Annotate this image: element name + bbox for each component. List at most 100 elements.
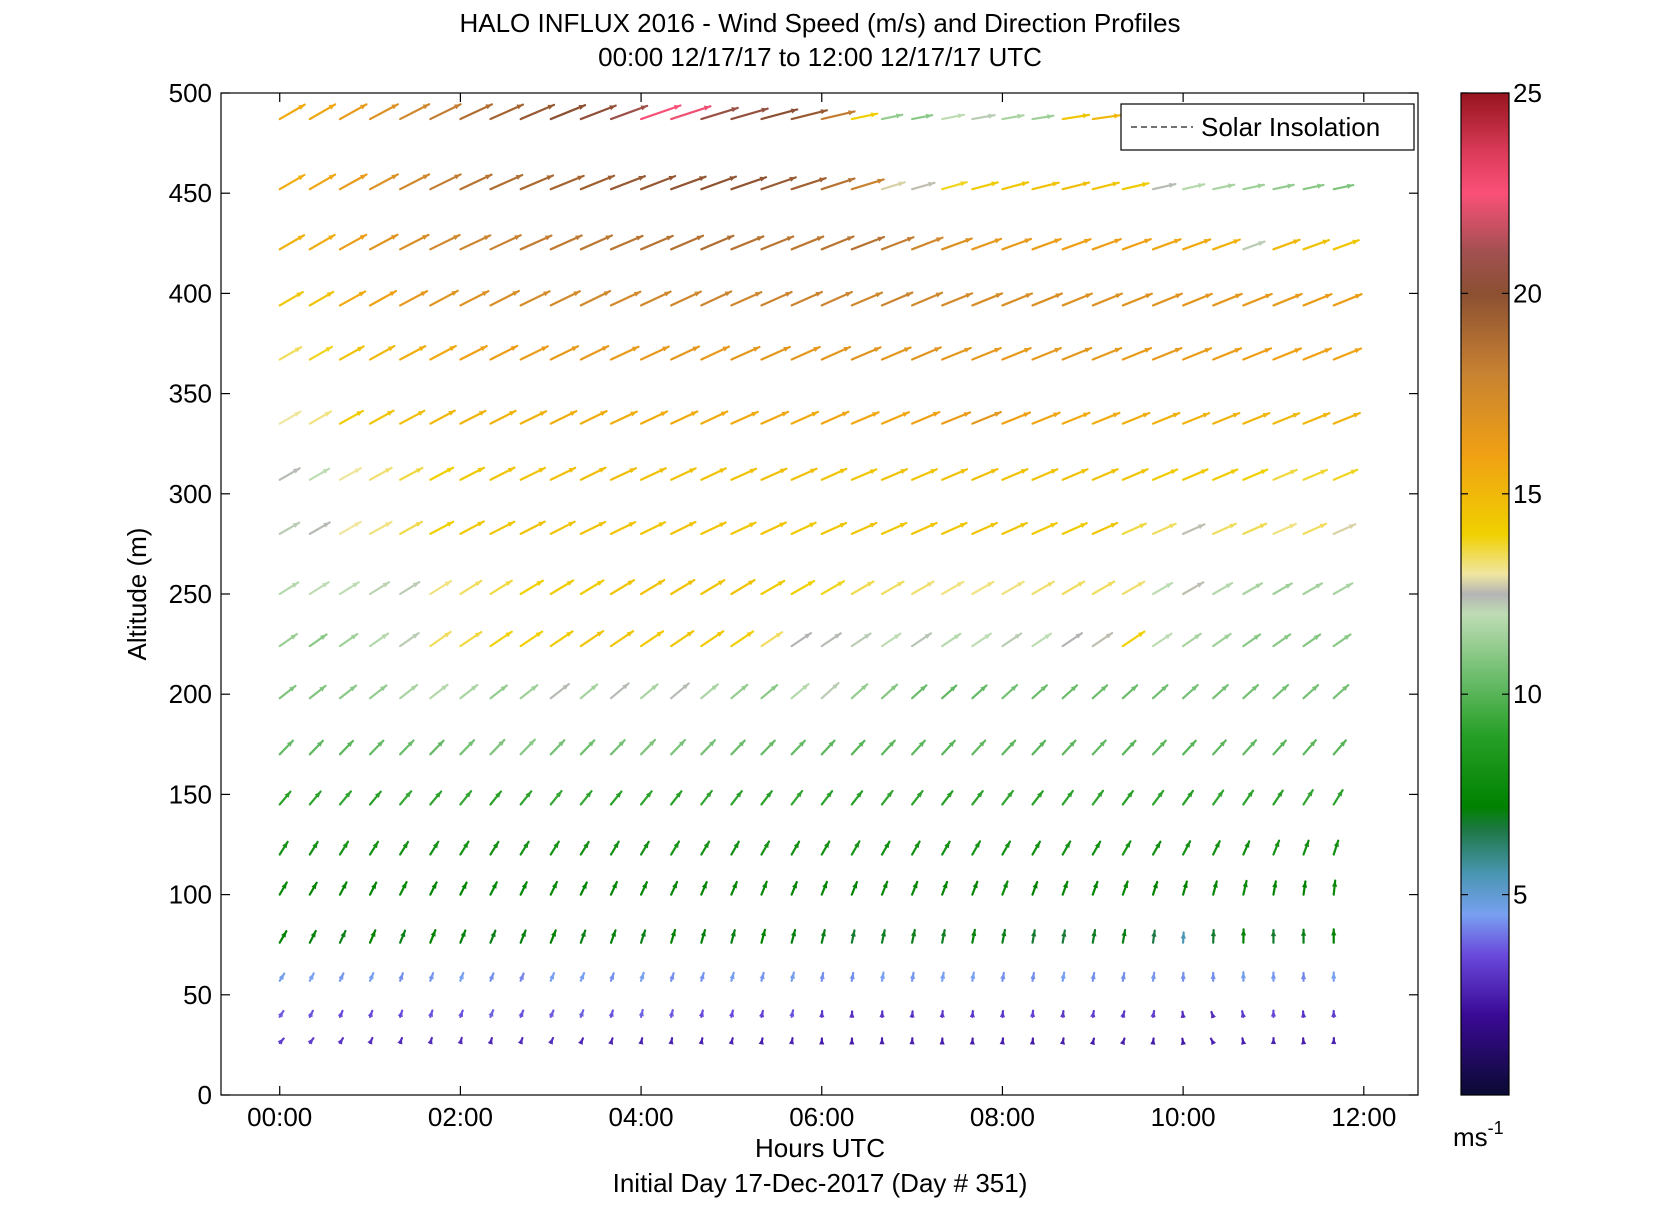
wind-arrow-head [950, 685, 957, 692]
wind-arrow-head [294, 347, 302, 353]
wind-arrow [1331, 879, 1338, 896]
wind-arrow-head [397, 1010, 403, 1018]
wind-arrow-head [759, 176, 767, 182]
wind-arrow-head [583, 841, 589, 849]
wind-arrow [1121, 182, 1150, 191]
wind-arrow [639, 738, 657, 756]
wind-arrow [1061, 739, 1077, 756]
wind-arrow-head [930, 469, 937, 475]
wind-arrow-head [664, 291, 671, 297]
wind-arrow [670, 880, 679, 896]
wind-arrow-head [1234, 348, 1241, 353]
wind-arrow-head [1004, 841, 1010, 849]
wind-arrow-head [994, 411, 1001, 417]
wind-arrow [879, 1037, 885, 1045]
wind-arrow [579, 630, 605, 648]
wind-arrow [1212, 739, 1227, 756]
wind-arrow-head [568, 521, 575, 527]
wind-arrow-head [786, 236, 794, 242]
wind-arrow [399, 409, 426, 425]
wind-arrow-head [553, 841, 559, 849]
wind-arrow-head [566, 631, 573, 637]
wind-arrow [700, 175, 738, 191]
wind-arrow-head [719, 468, 726, 474]
wind-arrow [639, 929, 647, 944]
wind-arrow [1302, 739, 1317, 756]
wind-arrow-head [1099, 740, 1106, 747]
wind-arrow [609, 739, 626, 756]
wind-arrow-head [658, 522, 666, 528]
wind-arrow-head [837, 581, 844, 587]
wind-arrow [670, 410, 699, 425]
wind-arrow-head [781, 411, 789, 417]
wind-arrow [549, 630, 574, 648]
wind-arrow-head [940, 930, 947, 937]
wind-arrow-head [1270, 930, 1277, 937]
wind-arrow-head [516, 104, 523, 110]
wind-arrow [850, 411, 880, 425]
wind-arrow-head [656, 631, 664, 637]
wind-arrow-head [349, 685, 357, 692]
wind-arrow [1001, 683, 1019, 700]
wind-arrow-head [1331, 972, 1337, 979]
wind-arrow-head [1354, 348, 1361, 354]
wind-arrow [1150, 1009, 1156, 1018]
wind-arrow-head [314, 791, 321, 798]
wind-arrow [489, 790, 503, 806]
wind-arrow-head [490, 930, 496, 938]
wind-arrow-head [1061, 930, 1067, 937]
wind-arrow-head [706, 791, 712, 798]
wind-arrow-head [377, 740, 384, 747]
wind-arrow-head [1144, 238, 1151, 244]
wind-arrow-head [1352, 239, 1359, 245]
wind-arrow [549, 789, 563, 806]
wind-arrow [1242, 468, 1269, 481]
wind-arrow-head [638, 1038, 644, 1045]
wind-arrow [337, 1037, 345, 1045]
wind-arrow [1150, 1037, 1156, 1045]
wind-arrow [1180, 971, 1186, 982]
wind-arrow [519, 466, 547, 481]
wind-arrow [1182, 412, 1211, 425]
wind-arrow-head [547, 104, 555, 110]
wind-arrow-head [391, 174, 398, 180]
wind-arrow-head [428, 1010, 433, 1018]
wind-arrow [399, 345, 427, 361]
wind-arrow [1302, 522, 1328, 535]
wind-arrow [1151, 411, 1181, 425]
wind-arrow-head [673, 104, 681, 110]
wind-arrow-head [1337, 790, 1343, 797]
wind-arrow [820, 632, 842, 648]
wind-arrow-head [666, 235, 673, 241]
wind-arrow [1091, 346, 1123, 361]
wind-arrow-head [427, 1037, 433, 1045]
wind-arrow-head [1120, 972, 1126, 980]
wind-arrow [820, 790, 834, 806]
wind-arrow-head [546, 175, 554, 181]
wind-arrow [1151, 880, 1159, 896]
wind-arrow-head [914, 841, 920, 849]
wind-arrow [278, 103, 306, 121]
wind-arrow [880, 181, 906, 191]
wind-arrow [368, 881, 378, 896]
wind-arrow-head [390, 234, 398, 240]
wind-arrow-head [446, 521, 454, 527]
wind-arrow-head [732, 881, 737, 889]
wind-arrow-head [686, 631, 694, 637]
wind-arrow [1302, 582, 1324, 596]
wind-arrow [639, 578, 666, 596]
wind-arrow [1091, 292, 1124, 307]
wind-arrow [399, 790, 413, 806]
wind-arrow-head [700, 930, 706, 937]
wind-arrow-head [412, 633, 419, 639]
wind-arrow [278, 521, 301, 535]
wind-arrow-head [1054, 238, 1061, 244]
y-tick-label: 400 [169, 278, 212, 308]
wind-arrow-head [544, 235, 552, 241]
wind-arrow [1091, 789, 1105, 806]
wind-arrow-shaft [730, 107, 769, 121]
wind-arrow [278, 467, 301, 481]
wind-arrow-head [1060, 1011, 1066, 1018]
wind-arrow [1272, 183, 1295, 191]
wind-arrow-head [641, 882, 647, 889]
